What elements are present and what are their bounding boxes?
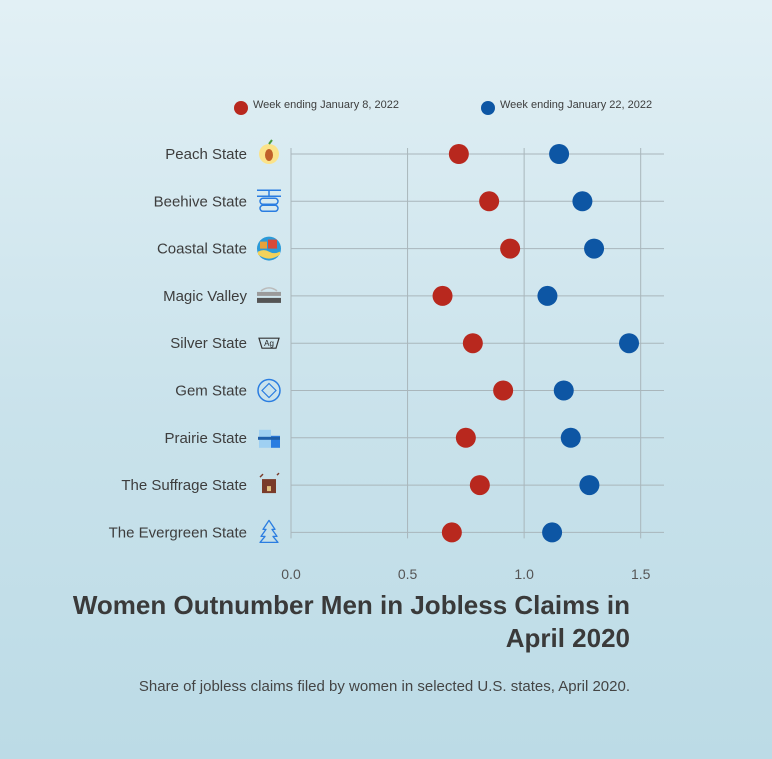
legend: Week ending January 8, 2022 Week ending J…	[234, 99, 652, 115]
data-point-series2	[584, 238, 605, 259]
data-point-series2	[560, 427, 581, 448]
grid	[290, 148, 664, 539]
data-point-series2	[542, 522, 563, 543]
x-tick-label: 1.5	[631, 566, 651, 580]
gem-icon	[257, 378, 281, 403]
data-point-series2	[579, 475, 600, 496]
x-axis: 0.0 0.5 1.0 1.5	[281, 566, 650, 580]
data-point-series2	[549, 144, 570, 164]
category-label: The Evergreen State	[109, 524, 247, 541]
category-label: Beehive State	[154, 193, 247, 210]
x-tick-label: 1.0	[514, 566, 534, 580]
legend-label: Week ending January 8, 2022	[253, 99, 399, 111]
legend-marker	[481, 101, 495, 115]
category-label: Prairie State	[164, 430, 247, 447]
magic-valley-icon	[257, 287, 281, 303]
prairie-icon	[258, 429, 280, 448]
beehive-icon	[257, 189, 281, 213]
category-axis: Peach State Beehive State Coastal State Mag…	[109, 139, 281, 544]
peach-icon	[259, 139, 279, 164]
data-point-series1	[448, 144, 469, 164]
legend-label: Week ending January 22, 2022	[500, 99, 652, 111]
x-tick-label: 0.5	[398, 566, 418, 580]
data-point-series2	[572, 191, 593, 212]
data-point-series2	[553, 380, 574, 401]
category-label: Gem State	[175, 383, 247, 400]
data-point-series1	[462, 333, 483, 354]
data-point-series1	[500, 238, 521, 259]
data-point-series1	[441, 522, 462, 543]
x-tick-label: 0.0	[281, 566, 301, 580]
data-point-series2	[537, 285, 558, 306]
data-point-series2	[619, 333, 640, 354]
chart-area: Week ending January 8, 2022 Week ending J…	[109, 99, 664, 580]
suffrage-icon	[259, 472, 280, 494]
category-label: Magic Valley	[163, 288, 247, 305]
data-point-series1	[469, 475, 490, 496]
evergreen-tree-icon	[259, 519, 279, 544]
chart-title: Women Outnumber Men in Jobless Claims in…	[72, 590, 630, 653]
category-label: Peach State	[165, 146, 247, 163]
data-point-series1	[432, 285, 453, 306]
data-point-series1	[479, 191, 500, 212]
chart-subtitle: Share of jobless claims filed by women i…	[138, 678, 630, 695]
coastal-icon	[257, 236, 281, 261]
data-point-series1	[455, 427, 476, 448]
data-point-series1	[493, 380, 514, 401]
category-label: The Suffrage State	[121, 477, 247, 494]
legend-marker	[234, 101, 248, 115]
data-points	[432, 144, 640, 543]
category-label: Coastal State	[157, 241, 247, 258]
svg-text:Ag: Ag	[264, 339, 274, 348]
category-label: Silver State	[170, 335, 247, 352]
silver-ag-icon: Ag	[258, 337, 280, 349]
